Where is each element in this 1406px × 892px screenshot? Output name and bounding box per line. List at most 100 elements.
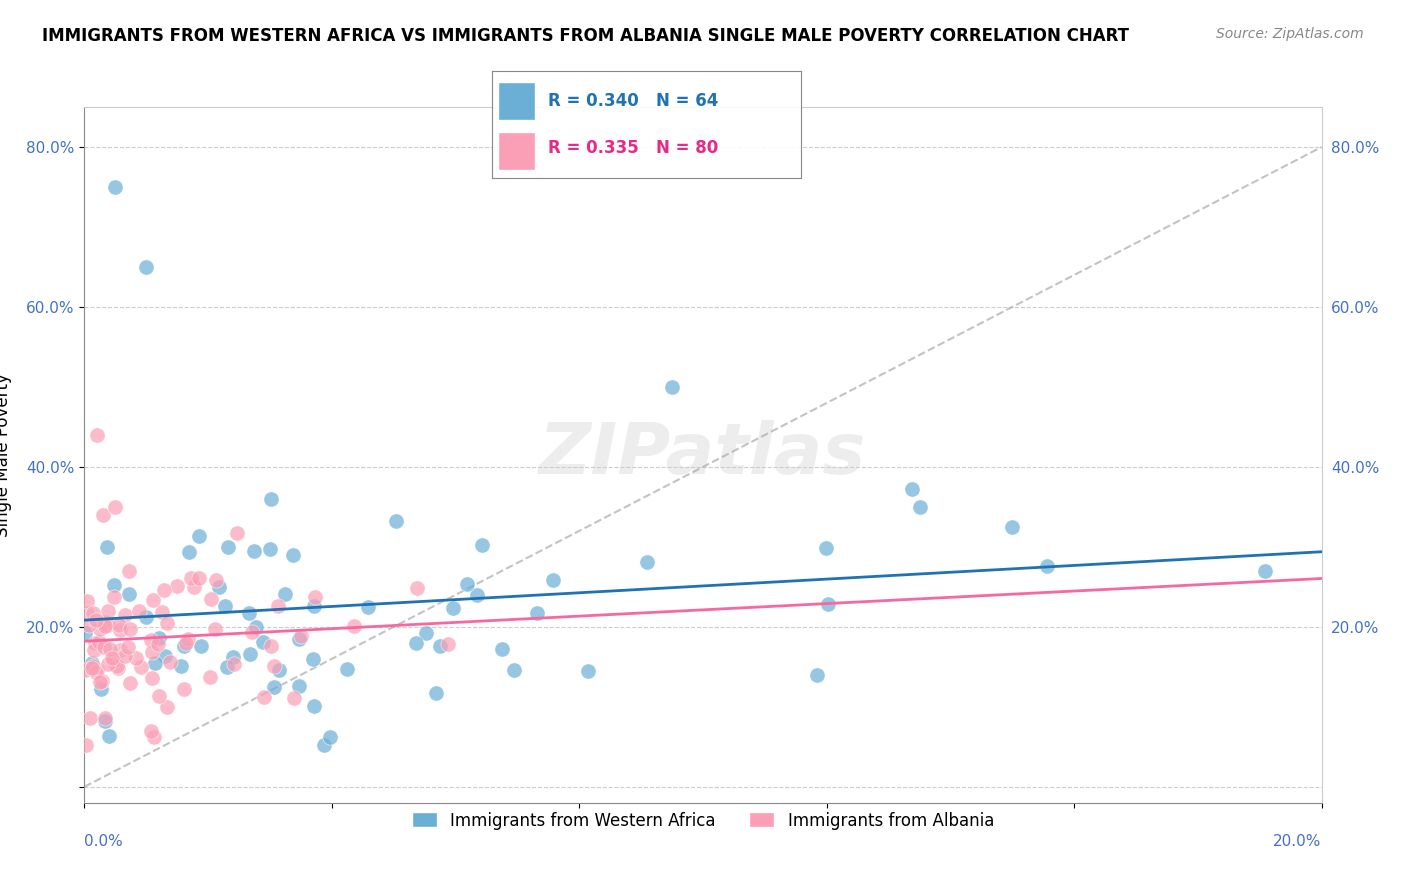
Point: [217, 540, 239, 554]
Point: [96, 540, 118, 554]
Point: [76, 593, 98, 607]
Point: [357, 599, 380, 614]
Point: [114, 607, 136, 622]
Point: [152, 583, 174, 598]
Point: [117, 640, 139, 654]
Point: [245, 620, 267, 634]
Point: [76, 606, 98, 620]
Point: [139, 632, 162, 647]
Point: [1001, 519, 1024, 533]
Point: [263, 658, 285, 673]
Point: [107, 618, 129, 632]
Point: [98, 642, 121, 657]
Point: [415, 626, 437, 640]
Point: [319, 730, 342, 744]
Point: [526, 606, 548, 620]
Point: [174, 636, 197, 650]
Point: [815, 541, 838, 555]
Point: [661, 380, 683, 394]
Point: [94, 711, 117, 725]
Point: [84, 636, 107, 650]
Point: [118, 564, 141, 578]
Point: [187, 572, 209, 586]
Point: [75, 738, 97, 752]
Point: [128, 604, 150, 618]
Point: [263, 680, 285, 694]
Point: [302, 652, 325, 666]
Point: [117, 587, 139, 601]
Point: [1036, 559, 1059, 574]
Point: [425, 685, 447, 699]
Point: [456, 577, 478, 591]
Point: [205, 573, 228, 587]
Point: [75, 664, 97, 678]
Point: [267, 599, 290, 613]
Point: [471, 538, 494, 552]
Point: [104, 180, 127, 194]
Point: [141, 723, 163, 738]
Point: [156, 616, 179, 631]
Point: [290, 630, 312, 644]
Point: [148, 689, 170, 703]
Point: [90, 681, 112, 696]
Point: [179, 545, 201, 559]
Point: [108, 643, 131, 657]
Point: [82, 659, 104, 673]
Point: [170, 659, 193, 673]
Text: Source: ZipAtlas.com: Source: ZipAtlas.com: [1216, 27, 1364, 41]
Point: [97, 604, 120, 618]
Point: [146, 637, 169, 651]
Point: [148, 632, 170, 646]
Point: [141, 671, 163, 685]
Point: [281, 548, 304, 562]
Point: [84, 613, 107, 627]
Point: [173, 682, 195, 697]
Point: [908, 500, 931, 514]
Point: [429, 640, 451, 654]
Point: [84, 665, 107, 679]
Point: [226, 526, 249, 541]
Point: [190, 639, 212, 653]
Point: [143, 657, 166, 671]
Point: [222, 649, 245, 664]
Point: [114, 649, 136, 664]
Point: [312, 739, 335, 753]
Point: [125, 651, 148, 665]
Point: [183, 580, 205, 594]
Point: [384, 514, 406, 528]
Legend: Immigrants from Western Africa, Immigrants from Albania: Immigrants from Western Africa, Immigran…: [405, 805, 1001, 836]
Point: [82, 606, 104, 620]
Point: [491, 642, 513, 657]
Point: [200, 670, 222, 684]
Point: [135, 260, 157, 274]
Point: [541, 574, 564, 588]
Point: [166, 579, 188, 593]
Point: [817, 597, 839, 611]
Point: [177, 632, 200, 647]
Point: [217, 660, 239, 674]
Point: [467, 588, 489, 602]
Point: [79, 711, 101, 725]
Point: [94, 619, 117, 633]
Text: R = 0.335   N = 80: R = 0.335 N = 80: [548, 139, 718, 157]
Point: [1254, 564, 1277, 578]
Point: [73, 626, 96, 640]
Point: [243, 543, 266, 558]
Point: [104, 500, 127, 514]
Point: [180, 571, 202, 585]
Point: [86, 428, 108, 442]
Point: [142, 593, 165, 607]
Point: [302, 698, 325, 713]
Point: [173, 639, 195, 653]
Point: [214, 599, 236, 613]
Point: [97, 618, 120, 632]
Point: [129, 660, 152, 674]
Point: [222, 657, 245, 671]
Point: [100, 651, 122, 665]
Point: [336, 662, 359, 676]
Point: [260, 492, 283, 507]
Point: [208, 580, 231, 594]
Point: [101, 654, 124, 668]
Point: [204, 623, 226, 637]
Text: 0.0%: 0.0%: [84, 834, 124, 849]
